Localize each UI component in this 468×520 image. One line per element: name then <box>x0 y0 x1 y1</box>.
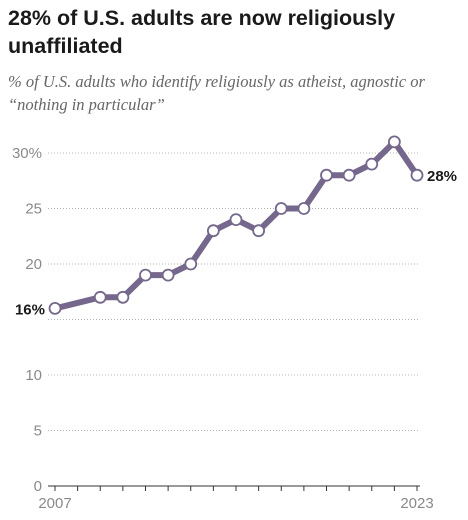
y-axis-ticks: 30% 25 20 10 5 0 <box>12 145 42 495</box>
y-tick-label: 30% <box>12 145 42 162</box>
end-value-label: 28% <box>427 168 457 185</box>
data-point <box>365 157 379 171</box>
y-tick-label: 10 <box>25 367 42 384</box>
data-point <box>387 135 401 149</box>
start-value-label: 16% <box>15 301 45 318</box>
data-point <box>161 268 175 282</box>
data-point <box>274 202 288 215</box>
x-tick-label: 2007 <box>38 495 71 512</box>
y-tick-label: 0 <box>34 478 42 495</box>
y-tick-label: 25 <box>25 201 42 218</box>
x-tick-label: 2023 <box>400 495 433 512</box>
data-point <box>206 224 220 238</box>
data-point <box>229 213 243 227</box>
y-tick-label: 5 <box>34 423 42 440</box>
data-point <box>410 168 424 182</box>
data-point <box>342 168 356 182</box>
gridlines <box>48 152 420 431</box>
data-point <box>297 202 311 215</box>
x-axis-ticks: 2007 2023 <box>38 486 434 512</box>
data-point <box>184 257 198 271</box>
y-tick-label: 20 <box>25 256 42 273</box>
data-point <box>93 290 107 304</box>
series-line <box>52 138 420 312</box>
chart-title: 28% of U.S. adults are now religiously u… <box>8 6 396 58</box>
data-point <box>139 268 152 282</box>
data-point <box>116 290 130 304</box>
data-points <box>48 135 424 315</box>
data-point <box>48 301 62 315</box>
chart-subtitle: % of U.S. adults who identify religiousl… <box>8 72 425 114</box>
data-point <box>320 168 333 182</box>
data-point <box>252 224 266 238</box>
